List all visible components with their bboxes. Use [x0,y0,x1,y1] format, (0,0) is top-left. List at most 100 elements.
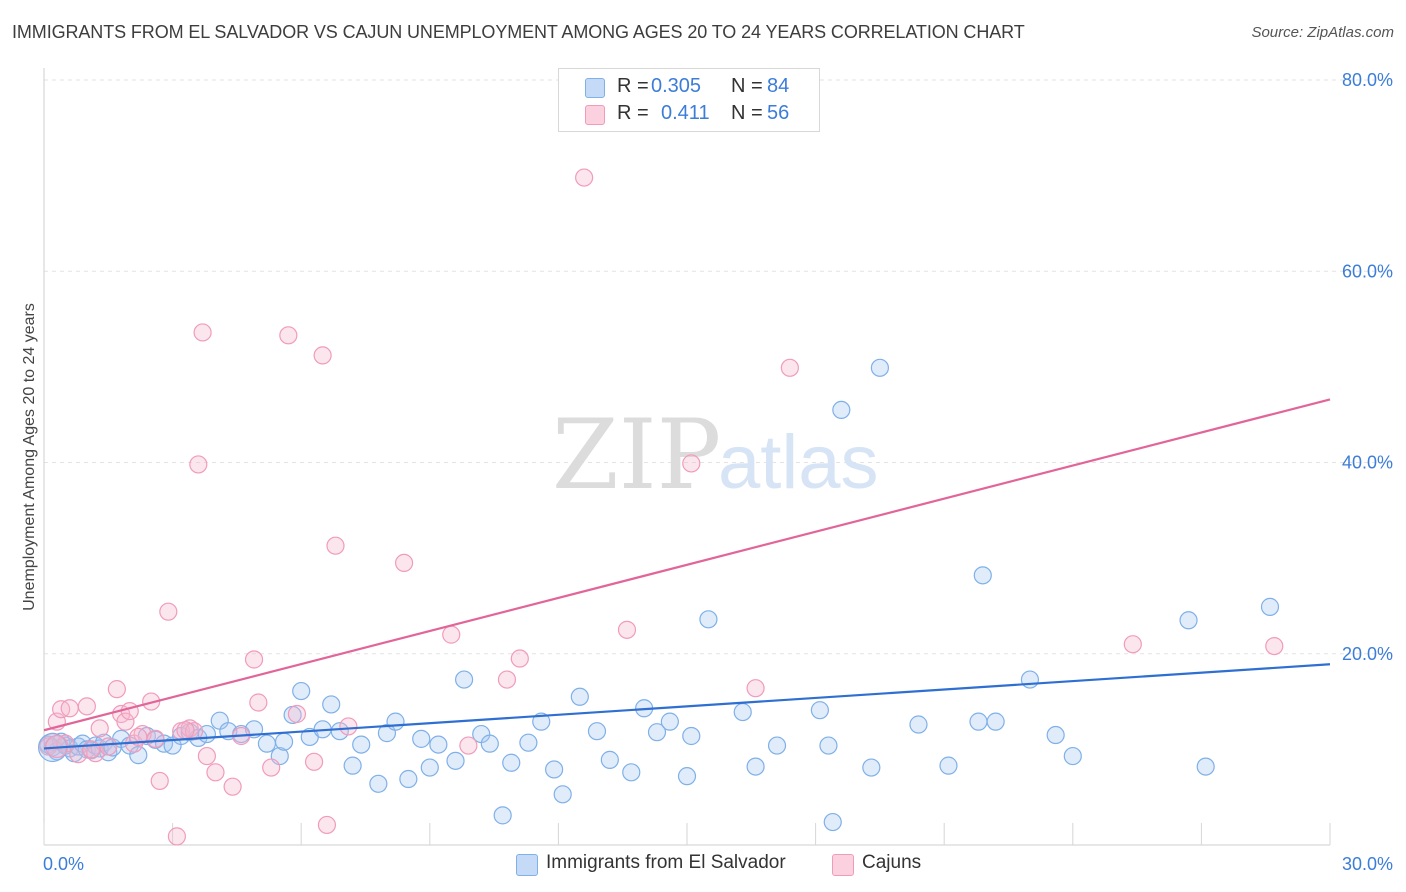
point-el-salvador [1020,670,1040,689]
point-cajuns [1123,635,1142,654]
axes [43,68,1331,846]
point-el-salvador [129,746,148,765]
point-el-salvador [600,750,619,769]
point-el-salvador [1260,597,1280,616]
point-cajuns [197,746,216,766]
point-el-salvador [767,736,787,755]
trend-lines [43,398,1331,750]
point-el-salvador [330,722,349,741]
point-cajuns [223,777,242,796]
legend-n-value: 84 [767,75,790,97]
legend-swatch-cajuns [585,105,605,125]
legend-n-value: 56 [767,102,790,124]
point-el-salvador [823,812,842,832]
point-cajuns [339,717,358,736]
point-el-salvador [969,712,988,731]
point-el-salvador [399,769,418,789]
legend-swatch-el-salvador [585,78,605,98]
point-el-salvador [832,400,851,420]
x-tick-label: 30.0% [1342,854,1393,874]
point-cajuns [146,729,165,748]
point-cajuns [176,721,195,740]
x-tick-label: 0.0% [43,854,84,874]
point-cajuns [682,454,701,473]
legend-swatch-el-salvador [516,854,538,876]
point-el-salvador [369,774,388,793]
point-cajuns [279,326,298,345]
point-cajuns [459,736,478,755]
point-el-salvador [909,715,928,734]
trend-line-cajuns [43,398,1331,732]
chart-title: IMMIGRANTS FROM EL SALVADOR VS CAJUN UNE… [12,22,1025,42]
point-el-salvador [746,757,765,776]
point-cajuns [90,719,109,738]
point-el-salvador [682,726,701,746]
point-el-salvador [1179,611,1198,630]
point-cajuns [60,699,79,718]
point-cajuns [317,815,337,835]
point-el-salvador [1196,757,1215,776]
point-cajuns [77,697,96,716]
point-cajuns [120,702,139,721]
point-cajuns [244,650,264,669]
point-el-salvador [733,702,752,722]
y-tick-label: 60.0% [1342,261,1393,281]
legend-label-cajuns: Cajuns [862,852,922,873]
point-el-salvador [1046,725,1065,745]
point-el-salvador [986,712,1005,731]
point-el-salvador [1063,746,1082,766]
legend-r-value: 0.411 [661,102,710,124]
point-el-salvador [570,687,589,706]
point-cajuns [1265,636,1284,656]
point-cajuns [575,168,594,187]
point-el-salvador [493,806,512,825]
point-el-salvador [973,566,992,585]
point-cajuns [262,758,281,777]
y-tick-label: 40.0% [1342,453,1393,473]
point-el-salvador [545,760,564,779]
point-cajuns [249,693,268,712]
trend-line-el-salvador [43,663,1331,750]
point-cajuns [313,346,332,365]
point-cajuns [442,625,461,644]
tick-labels: 20.0% 40.0% 60.0% 80.0% 0.0% 30.0% [43,70,1393,874]
point-el-salvador [677,767,697,786]
point-el-salvador [862,758,881,777]
legend-swatch-cajuns [832,854,854,876]
point-cajuns [287,704,307,724]
point-el-salvador [622,763,641,782]
point-el-salvador [386,712,405,731]
point-cajuns [326,536,345,555]
point-el-salvador [587,722,607,741]
point-el-salvador [322,695,341,714]
point-el-salvador [502,753,521,772]
point-el-salvador [352,735,371,754]
y-tick-label: 80.0% [1342,70,1393,90]
point-el-salvador [274,732,294,751]
point-cajuns [497,670,517,689]
point-el-salvador [412,729,431,748]
point-el-salvador [429,735,448,754]
point-el-salvador [810,701,829,720]
point-cajuns [193,323,212,342]
point-el-salvador [870,358,890,377]
point-cajuns [394,553,414,573]
legend-n-label: N = [731,102,763,124]
point-cajuns [107,680,126,699]
point-cajuns [206,763,225,782]
point-el-salvador [939,756,958,775]
point-cajuns [510,649,529,668]
point-el-salvador [480,734,499,753]
point-el-salvador [553,785,572,804]
legend-label-el-salvador: Immigrants from El Salvador [546,852,786,873]
point-cajuns [99,737,118,756]
point-cajuns [304,752,324,771]
point-el-salvador [647,723,667,742]
point-cajuns [780,358,799,377]
correlation-legend: R = 0.305 N = 84 R = 0.411 N = 56 [558,68,820,132]
series-legend: Immigrants from El Salvador Cajuns [0,852,1406,878]
point-cajuns [189,455,208,474]
source-label: Source: ZipAtlas.com [1251,24,1394,41]
legend-r-label: R = [617,75,649,97]
